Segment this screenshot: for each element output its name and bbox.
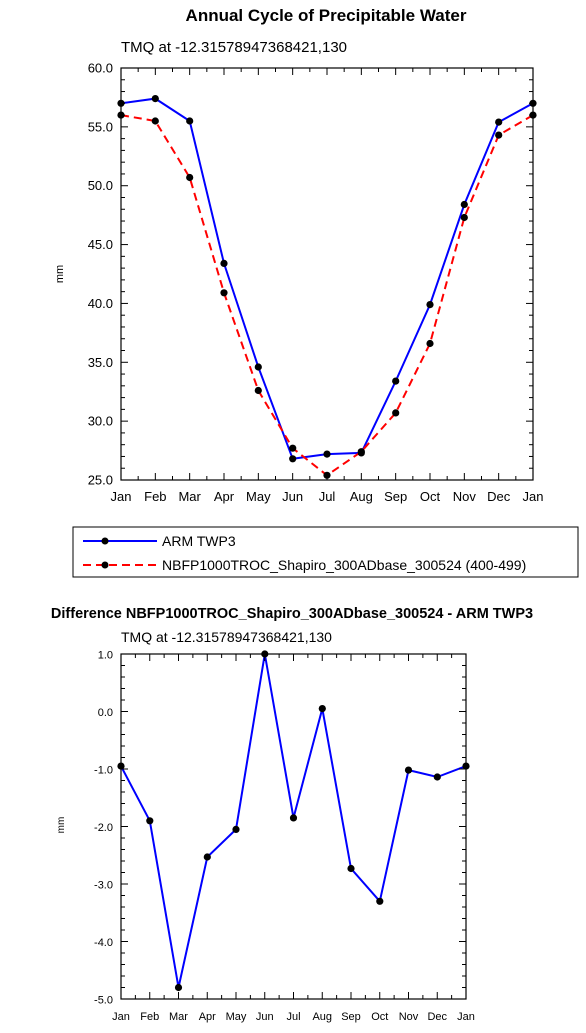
chart1-series-0-point [426,301,434,309]
chart1-series-line-1 [120,114,534,477]
chart1-series-1-point [426,339,434,348]
chart2-x-tick-label: Jun [256,1011,274,1023]
chart2-x-tick-label: Aug [312,1011,332,1023]
chart1-series-1-point [392,409,400,417]
chart1-series-0-point [495,118,503,126]
chart2-x-tick-label: Apr [199,1011,216,1023]
chart1-series-1-point [186,173,194,182]
chart1-series-1-point [495,131,503,139]
chart1-subtitle: TMQ at -12.31578947368421,130 [121,39,347,56]
chart2-x-tick-label: Mar [169,1011,188,1023]
chart2-title: Difference NBFP1000TROC_Shapiro_300ADbas… [51,606,533,622]
chart1-series-1-point [289,444,297,452]
chart1-x-tick-label: Jan [111,489,132,504]
chart1-x-tick-label: Jun [282,489,303,504]
chart2-subtitle: TMQ at -12.31578947368421,130 [121,629,332,645]
legend-label-model: NBFP1000TROC_Shapiro_300ADbase_300524 (4… [162,557,526,573]
chart2-series-0-point [146,817,154,825]
chart1-series-0-point [460,200,468,209]
chart2-frame [120,653,467,1000]
chart2-y-tick-label: 0.0 [98,707,113,719]
chart2-series-0-point [433,773,441,781]
chart1-y-tick-label: 45.0 [88,237,113,252]
chart1-x-tick-label: Apr [214,489,235,504]
chart1-x-tick-label: Dec [487,489,511,504]
chart2-series-0-point [289,814,298,822]
chart2-series-0-point [404,766,413,774]
chart2-x-tick-label: Feb [140,1011,159,1023]
chart1-y-axis-label: mm [54,265,66,283]
chart2-y-axis-label: mm [56,817,67,834]
chart1-series-1-point [357,448,365,456]
chart1-series-0-point [392,377,400,385]
chart1-x-tick-label: Oct [420,489,441,504]
chart1-series-0-point [151,95,159,103]
legend-marker-model [101,561,109,569]
chart2-y-tick-label: -1.0 [94,765,113,777]
chart2-x-tick-label: Dec [427,1011,447,1023]
chart1-series-1-point [220,289,228,297]
chart1-series-0-point [323,450,331,458]
chart1-y-tick-label: 30.0 [88,414,113,429]
chart1-y-tick-label: 55.0 [88,119,113,134]
chart1-x-tick-label: Mar [178,489,201,504]
chart1-series-1-point [460,213,468,222]
chart1-x-tick-label: Jan [523,489,544,504]
chart2-y-tick-label: -3.0 [94,880,113,892]
chart2-x-tick-label: Jul [286,1011,300,1023]
chart2-series-0-point [347,864,355,873]
chart1-x-tick-label: Jul [319,489,336,504]
chart1-y-tick-label: 60.0 [88,61,113,76]
chart2-series-0-point [376,897,384,905]
chart1-plot-area: Jan Feb Mar Apr May Jun Jul Aug Sep Oct Nov Dec Jan2… [88,61,544,505]
legend-marker-arm [101,537,109,545]
chart1-series-0-point [186,117,194,125]
chart2-y-tick-label: -4.0 [94,937,113,949]
chart2-y-tick-label: -5.0 [94,995,113,1007]
chart1-series-0-point [220,259,228,267]
legend-label-arm: ARM TWP3 [162,533,236,549]
chart2-x-tick-label: Oct [371,1011,388,1023]
chart1-x-tick-label: Sep [384,489,407,504]
chart1-x-tick-label: Nov [453,489,477,504]
chart2-y-tick-label: -2.0 [94,822,113,834]
chart1-series-0-point [254,363,262,371]
chart2-series-0-point [174,983,183,992]
legend-box [72,526,579,578]
chart2-series-0-point [232,825,240,834]
chart1-y-tick-label: 50.0 [88,178,113,193]
chart2-series-0-point [203,853,211,861]
chart1-x-tick-label: May [246,489,271,504]
chart1-y-tick-label: 35.0 [88,355,113,370]
chart2-y-tick-label: 1.0 [98,650,113,662]
chart2-x-tick-label: Sep [341,1011,361,1023]
chart2-x-tick-label: May [226,1011,247,1023]
chart1-x-tick-label: Aug [350,489,373,504]
chart1-series-0-point [289,455,297,463]
chart2-series-0-point [318,705,326,713]
chart1-series-line-0 [120,97,534,460]
chart1-y-tick-label: 25.0 [88,473,113,488]
chart1-series-1-point [151,117,159,125]
chart2-x-tick-label: Jan [457,1011,475,1023]
chart2-x-tick-label: Jan [112,1011,130,1023]
chart1-frame [120,67,534,481]
chart1-legend: ARM TWP3 NBFP1000TROC_Shapiro_300ADbase_… [72,526,579,578]
chart2-x-tick-label: Nov [399,1011,419,1023]
chart1-y-tick-label: 40.0 [88,296,113,311]
chart2-plot-area: Jan Feb Mar Apr May Jun Jul Aug Sep Oct Nov Dec Jan -… [94,650,475,1024]
chart1-title: Annual Cycle of Precipitable Water [186,6,467,25]
chart1-x-tick-label: Feb [144,489,166,504]
chart1-series-1-point [254,386,262,395]
